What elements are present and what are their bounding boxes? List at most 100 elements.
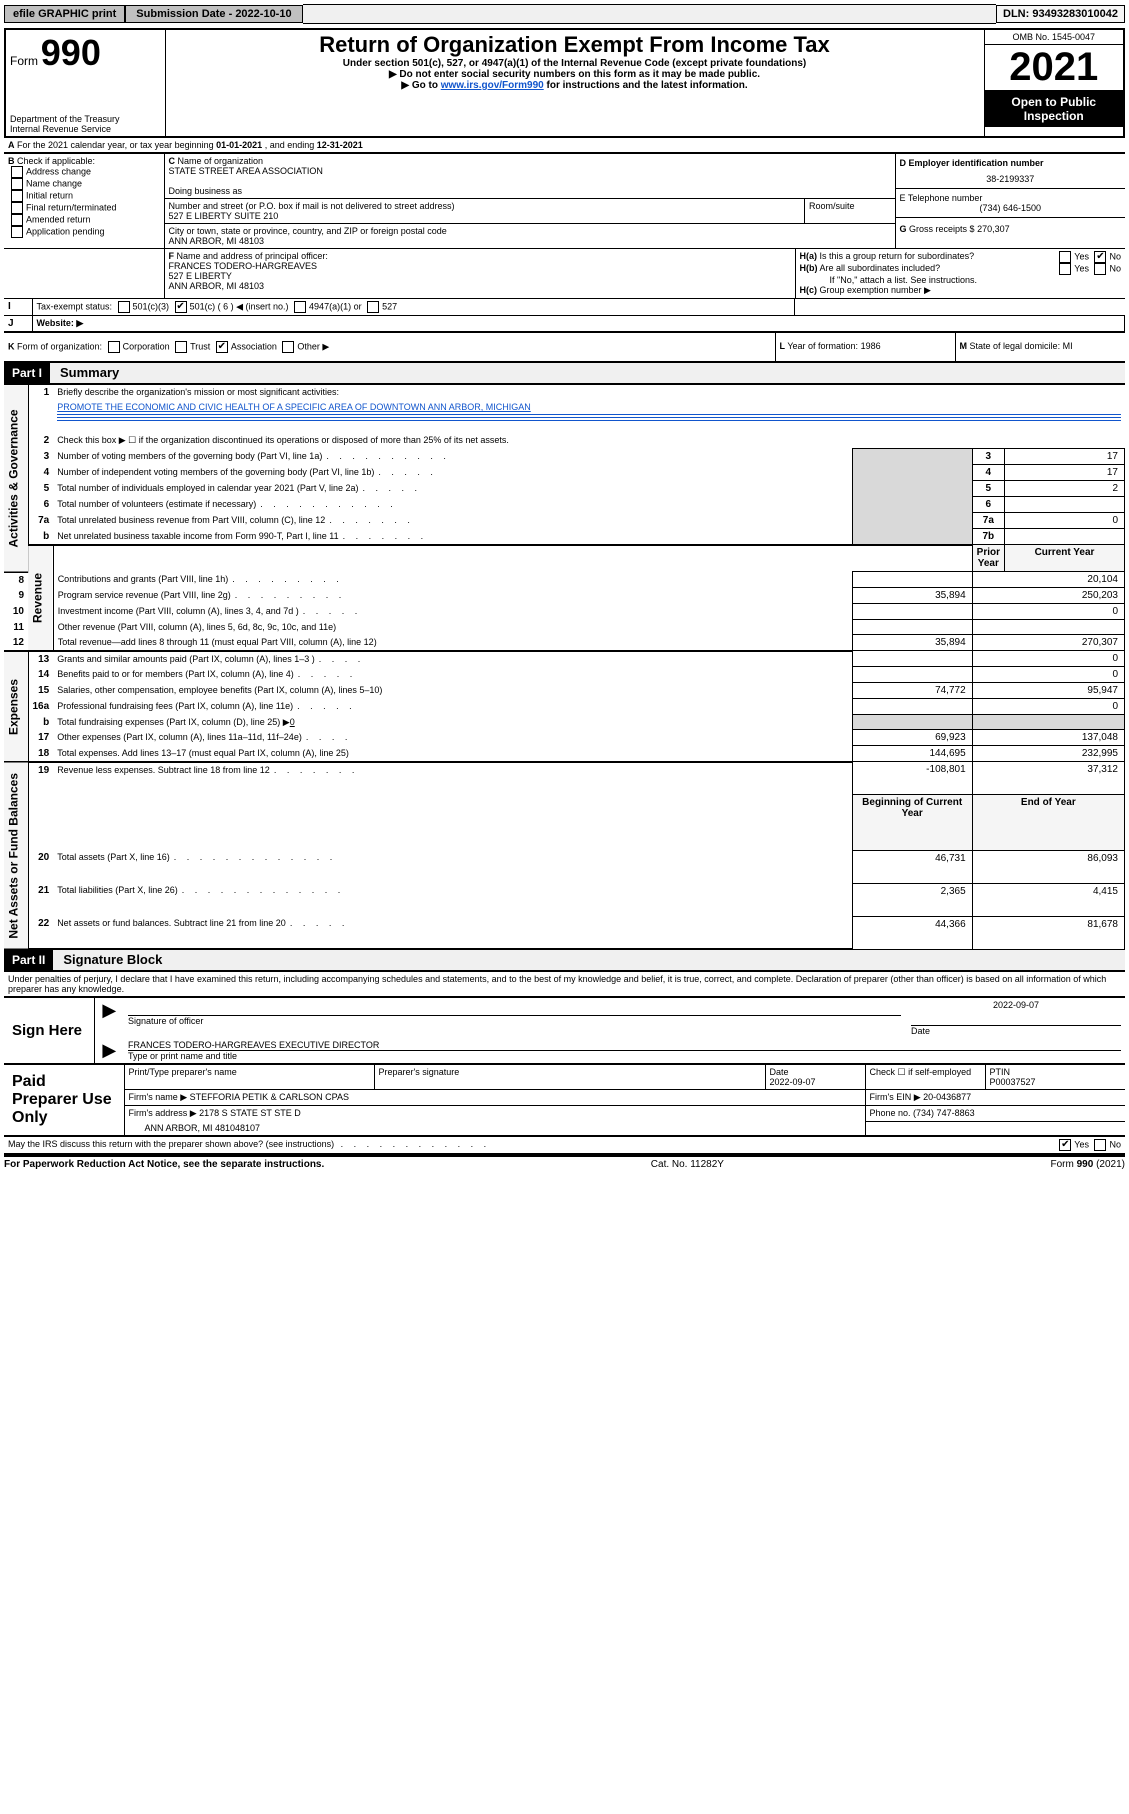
- paid-preparer-label: Paid Preparer Use Only: [8, 1069, 120, 1131]
- prep-sig-hdr: Preparer's signature: [374, 1065, 765, 1090]
- sig-officer-label: Signature of officer: [128, 1016, 901, 1026]
- group-netassets: Net Assets or Fund Balances: [4, 762, 28, 950]
- p9: 35,894: [852, 588, 972, 604]
- p12: 35,894: [852, 635, 972, 651]
- checkbox-initial-return[interactable]: [11, 190, 23, 202]
- form-subtitle-2: ▶ Do not enter social security numbers o…: [170, 69, 980, 80]
- mission-text[interactable]: PROMOTE THE ECONOMIC AND CIVIC HEALTH OF…: [57, 402, 531, 412]
- checkbox-discuss-yes[interactable]: [1059, 1139, 1071, 1151]
- officer-name: FRANCES TODERO-HARGREAVES: [169, 261, 791, 271]
- part-i-body: Activities & Governance 1 Briefly descri…: [4, 385, 1125, 950]
- p17: 69,923: [852, 730, 972, 746]
- form-header: Form 990 Department of the Treasury Inte…: [4, 28, 1125, 138]
- topbar: efile GRAPHIC print Submission Date - 20…: [4, 4, 1125, 24]
- c20: 86,093: [972, 850, 1124, 883]
- sig-date: 2022-09-07: [911, 1000, 1121, 1010]
- signature-block: Sign Here ▶ Signature of officer 2022-09…: [4, 998, 1125, 1065]
- topbar-spacer: [303, 4, 996, 24]
- val-4: 17: [1005, 465, 1125, 481]
- c22: 81,678: [972, 916, 1124, 949]
- p8: [852, 572, 972, 588]
- c17: 137,048: [972, 730, 1124, 746]
- firm-addr1: 2178 S STATE ST STE D: [199, 1108, 301, 1118]
- checkbox-amended-return[interactable]: [11, 214, 23, 226]
- domicile-state: MI: [1063, 341, 1073, 351]
- checkbox-group-yes[interactable]: [1059, 251, 1071, 263]
- c19: 37,312: [972, 762, 1124, 795]
- p11: [852, 620, 972, 635]
- line1-text: Briefly describe the organization's miss…: [53, 385, 1124, 400]
- part-ii-header: Part IISignature Block: [4, 950, 1125, 972]
- val-7a: 0: [1005, 513, 1125, 529]
- part-i-title: Summary: [50, 365, 119, 380]
- org-name: STATE STREET AREA ASSOCIATION: [169, 166, 891, 176]
- checkbox-527[interactable]: [367, 301, 379, 313]
- c21: 4,415: [972, 883, 1124, 916]
- val-3: 17: [1005, 449, 1125, 465]
- ptin: P00037527: [990, 1077, 1122, 1087]
- p19: -108,801: [852, 762, 972, 795]
- identity-block: B Check if applicable: Address change Na…: [4, 154, 1125, 249]
- val-7b: [1005, 529, 1125, 545]
- check-self-employed: Check ☐ if self-employed: [865, 1065, 985, 1090]
- checkbox-4947[interactable]: [294, 301, 306, 313]
- checkbox-address-change[interactable]: [11, 166, 23, 178]
- firm-phone: (734) 747-8863: [913, 1108, 975, 1118]
- officer-street: 527 E LIBERTY: [169, 271, 791, 281]
- checkbox-group-no[interactable]: [1094, 251, 1106, 263]
- tax-year: 2021: [985, 45, 1124, 91]
- checkbox-501c3[interactable]: [118, 301, 130, 313]
- line2-text: Check this box ▶ ☐ if the organization d…: [53, 433, 1124, 449]
- org-form-block: K Form of organization: Corporation Trus…: [4, 333, 1125, 363]
- c14: 0: [972, 667, 1124, 683]
- val-6: [1005, 497, 1125, 513]
- efile-print-button[interactable]: efile GRAPHIC print: [4, 5, 125, 23]
- part-ii-label: Part II: [4, 950, 53, 970]
- form-subtitle-1: Under section 501(c), 527, or 4947(a)(1)…: [170, 58, 980, 69]
- checkbox-discuss-no[interactable]: [1094, 1139, 1106, 1151]
- irs-link[interactable]: www.irs.gov/Form990: [441, 80, 544, 91]
- tax-year-line: A For the 2021 calendar year, or tax yea…: [4, 138, 1125, 154]
- checkbox-association[interactable]: [216, 341, 228, 353]
- checkbox-name-change[interactable]: [11, 178, 23, 190]
- c12: 270,307: [972, 635, 1124, 651]
- ein-label: D Employer identification number: [900, 158, 1122, 168]
- formation-year: 1986: [861, 341, 881, 351]
- firm-addr2: ANN ARBOR, MI 481048107: [124, 1121, 865, 1136]
- penalty-declaration: Under penalties of perjury, I declare th…: [4, 972, 1125, 998]
- c9: 250,203: [972, 588, 1124, 604]
- c15: 95,947: [972, 683, 1124, 699]
- checkbox-sub-yes[interactable]: [1059, 263, 1071, 275]
- checkbox-501c[interactable]: [175, 301, 187, 313]
- officer-printed-name: FRANCES TODERO-HARGREAVES EXECUTIVE DIRE…: [128, 1040, 1121, 1051]
- checkbox-application-pending[interactable]: [11, 226, 23, 238]
- boc-hdr: Beginning of Current Year: [852, 794, 972, 850]
- p16a: [852, 699, 972, 715]
- sign-here-label: Sign Here: [8, 1012, 90, 1049]
- checkbox-sub-no[interactable]: [1094, 263, 1106, 275]
- dln-label: DLN: 93493283010042: [996, 5, 1125, 23]
- checkbox-trust[interactable]: [175, 341, 187, 353]
- form-title: Return of Organization Exempt From Incom…: [170, 32, 980, 58]
- form-number: 990: [41, 32, 101, 73]
- checkbox-corporation[interactable]: [108, 341, 120, 353]
- p14: [852, 667, 972, 683]
- paperwork-notice: For Paperwork Reduction Act Notice, see …: [4, 1159, 324, 1170]
- treasury-dept: Department of the Treasury: [10, 114, 161, 124]
- group-activities: Activities & Governance: [4, 385, 28, 572]
- prep-date: 2022-09-07: [770, 1077, 861, 1087]
- p20: 46,731: [852, 850, 972, 883]
- officer-city: ANN ARBOR, MI 48103: [169, 281, 791, 291]
- c16a: 0: [972, 699, 1124, 715]
- page-footer: For Paperwork Reduction Act Notice, see …: [4, 1155, 1125, 1170]
- checkbox-other[interactable]: [282, 341, 294, 353]
- checkbox-final-return[interactable]: [11, 202, 23, 214]
- c8: 20,104: [972, 572, 1124, 588]
- cat-no: Cat. No. 11282Y: [651, 1159, 724, 1170]
- form-prefix: Form: [10, 54, 38, 68]
- dba-label: Doing business as: [169, 186, 891, 196]
- p22: 44,366: [852, 916, 972, 949]
- part-i-label: Part I: [4, 363, 50, 383]
- form-ref: Form 990 (2021): [1051, 1159, 1125, 1170]
- gross-receipts: 270,307: [977, 224, 1010, 234]
